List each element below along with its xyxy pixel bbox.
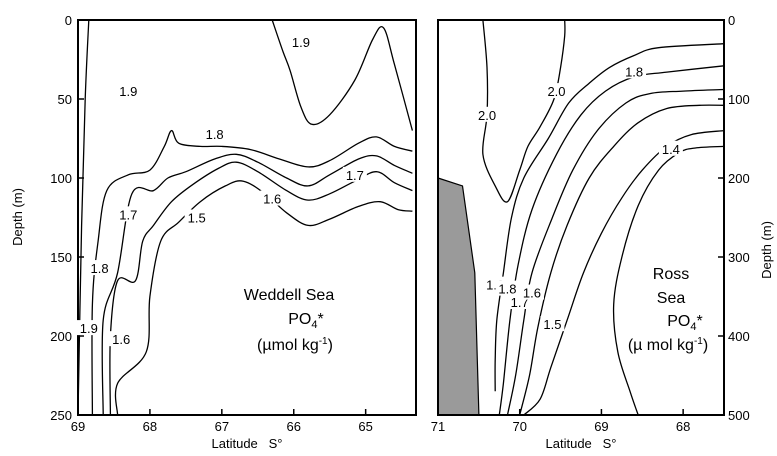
ross-annotation-line3: PO4* [667, 313, 702, 333]
weddell-contour-label-bg [87, 260, 112, 276]
ross-contour-label: 1.8 [498, 282, 516, 297]
weddell-y-tick-label: 100 [50, 171, 72, 186]
weddell-annotation-line2: PO4* [288, 311, 323, 331]
ross-plot-frame [437, 19, 725, 416]
weddell-contour-label-bg [116, 83, 141, 99]
weddell-contour-label: 1.5 [188, 211, 206, 226]
ross-contour-label-bg [658, 140, 683, 156]
ross-contour-label: 1.8 [625, 64, 643, 79]
weddell-contour-label: 1.9 [119, 84, 137, 99]
ross-contour-1-4-line [612, 145, 725, 416]
ross-y-tick-label: 100 [728, 92, 750, 107]
weddell-contour-label-bg [288, 34, 313, 50]
weddell-plot-frame [77, 19, 417, 416]
ross-contour-label-bg [540, 316, 565, 332]
weddell-contour-label: 1.6 [112, 332, 130, 347]
weddell-contour-label: 1.8 [206, 127, 224, 142]
ross-contour-label-bg [622, 63, 647, 79]
ross-annotation-line1: Ross [653, 266, 689, 283]
ross-y-axis-label: Depth (m) [759, 221, 774, 279]
weddell-contour-label-bg [260, 190, 285, 206]
weddell-x-tick-label: 65 [358, 419, 372, 434]
weddell-contour-1-7-line [101, 153, 413, 416]
ross-x-axis-label: Latitude S° [546, 436, 617, 451]
ross-contour-label-bg [495, 280, 520, 296]
weddell-contour-label-bg [342, 166, 367, 182]
ross-contour-label: 2.0 [547, 84, 565, 99]
weddell-contour-1-9-line [271, 19, 414, 131]
ross-x-tick-label: 68 [676, 419, 690, 434]
ross-annotation-line4: (µ mol kg-1) [628, 336, 708, 354]
weddell-y-tick-label: 150 [50, 250, 72, 265]
ross-contour-label-bg [544, 83, 569, 99]
ross-y-tick-label: 500 [728, 408, 750, 423]
ross-contour-1-9-line [494, 43, 725, 392]
ross-contour-1-6-line [519, 104, 725, 416]
ross-x-tick-label: 69 [594, 419, 608, 434]
ross-contour-labels: 2.02.01.81.41.91.81.71.61.5 [475, 63, 683, 332]
weddell-x-tick-label: 67 [215, 419, 229, 434]
weddell-y-tick-label: 50 [58, 92, 72, 107]
weddell-contour-1-9-line [77, 19, 90, 416]
weddell-contour-label: 1.6 [263, 192, 281, 207]
weddell-contour-label-bg [116, 206, 141, 222]
weddell-y-tick-label: 200 [50, 329, 72, 344]
ross-contour-1-7-line [506, 88, 725, 416]
ross-contour-1-8-line [498, 65, 725, 416]
weddell-contour-label-bg [202, 125, 227, 141]
ross-contour-label-bg [519, 284, 544, 300]
ross-contour-label: 1.5 [543, 317, 561, 332]
weddell-x-tick-label: 68 [143, 419, 157, 434]
ross-y-tick-label: 0 [728, 13, 735, 28]
ross-contour-label-bg [475, 106, 500, 122]
ross-contour-label: 1.4 [662, 142, 680, 157]
weddell-y-tick-label: 250 [50, 408, 72, 423]
weddell-contour-lines [77, 19, 414, 416]
weddell-contour-label: 1.7 [346, 168, 364, 183]
ross-contour-label: 1.6 [523, 286, 541, 301]
weddell-annotation-line3: (µmol kg-1) [257, 336, 333, 354]
ross-x-tick-label: 70 [512, 419, 526, 434]
ross-annotation-line2: Sea [657, 290, 686, 307]
weddell-contour-label-bg [109, 331, 134, 347]
ross-contour-label: 2.0 [478, 108, 496, 123]
weddell-contour-labels: 1.9 1.8 1.7 1.6 1.9 1.9 1.8 1.7 1.6 1.5 [76, 34, 367, 347]
weddell-annotation-line1: Weddell Sea [244, 287, 335, 304]
weddell-contour-label: 1.8 [91, 261, 109, 276]
ross-contour-lines [482, 19, 725, 416]
ross-y-tick-label: 200 [728, 171, 750, 186]
weddell-x-tick-label: 69 [71, 419, 85, 434]
ross-x-tick-label: 71 [431, 419, 445, 434]
weddell-y-axis-label: Depth (m) [10, 188, 25, 246]
weddell-y-tick-label: 0 [65, 13, 72, 28]
weddell-contour-label-bg [76, 320, 101, 336]
weddell-contour-1-5-line [114, 180, 413, 416]
ross-y-tick-label: 300 [728, 250, 750, 265]
weddell-contour-label: 1.9 [80, 321, 98, 336]
weddell-axis-ticks: 69 68 67 66 65 0 50 100 150 200 250 [50, 13, 373, 434]
ross-y-tick-label: 400 [728, 329, 750, 344]
weddell-contour-label-bg [184, 209, 209, 225]
weddell-contour-1-8-line [91, 129, 413, 416]
weddell-contour-label: 1.9 [292, 35, 310, 50]
weddell-contour-label: 1.7 [119, 207, 137, 222]
weddell-x-axis-label: Latitude S° [212, 436, 283, 451]
land-mass [437, 177, 480, 416]
weddell-x-tick-label: 66 [287, 419, 301, 434]
ross-axis-ticks: 71 70 69 68 0 100 200 300 400 500 [431, 13, 750, 434]
